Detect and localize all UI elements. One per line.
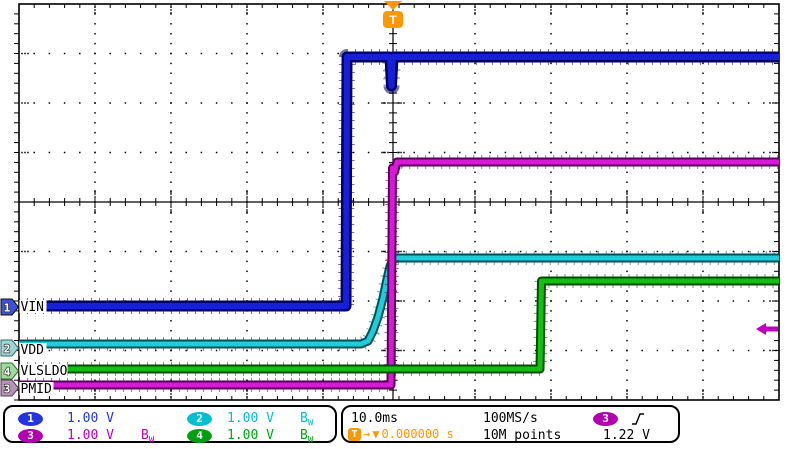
trigger-t-badge[interactable] (383, 11, 403, 28)
channel-3-scale: 1.00 V (67, 428, 114, 443)
trigger-position-marker[interactable]: T (383, 1, 403, 28)
trigger-level-readout: 1.22 V (603, 428, 650, 443)
channel-1-arrow-icon[interactable] (0, 298, 20, 316)
channel-marker-1[interactable]: 1 (0, 298, 20, 316)
trace-pmid (19, 159, 779, 388)
sample-rate-readout: 100MS/s (483, 411, 538, 426)
channel-2-badge[interactable]: 2 (187, 412, 212, 426)
rising-edge-icon (632, 413, 644, 425)
trigger-position-readout: T → ▼ 0.000000 s (348, 427, 454, 441)
channel-3-arrow-icon[interactable] (0, 379, 20, 397)
channel-4-bandwidth-icon: BW (300, 428, 314, 446)
channel-marker-3[interactable]: 3 (0, 379, 20, 397)
waveform-display: T 1 VIN 2 VDD 4 VLSLDO 3 PMID (0, 1, 780, 401)
trigger-source-badge[interactable]: 3 (593, 412, 618, 426)
channel-2-arrow-icon[interactable] (0, 339, 20, 357)
channel-3-bandwidth-icon: BW (141, 428, 155, 446)
graticule-and-traces (14, 3, 780, 401)
channel-1-trace-label: VIN (21, 300, 44, 315)
record-length-readout: 10M points (483, 428, 562, 443)
svg-text:1: 1 (4, 302, 11, 315)
svg-text:3: 3 (4, 383, 11, 396)
trace-vin (19, 54, 779, 309)
acquisition-trigger-box[interactable]: 10.0ms T → ▼ 0.000000 s 100MS/s 10M points … (341, 405, 680, 443)
channel-4-trace-label: VLSLDO (21, 364, 68, 379)
trigger-t-icon: T (348, 427, 361, 441)
status-bar: 1 1.00 V 2 1.00 V BW 3 1.00 V BW 4 1.00 … (0, 404, 794, 446)
channel-marker-2[interactable]: 2 (0, 339, 20, 357)
cursor-down-icon: ▼ (372, 427, 380, 441)
svg-text:4: 4 (4, 366, 11, 379)
trigger-position-value: 0.000000 s (381, 427, 454, 441)
channel-2-label-bg (19, 343, 47, 356)
channel-4-label-bg (19, 364, 68, 377)
channel-3-badge[interactable]: 3 (18, 429, 43, 443)
trigger-position-arrow-icon[interactable] (384, 1, 402, 10)
channel-4-scale: 1.00 V (227, 428, 274, 443)
channel-3-trace-label: PMID (21, 382, 52, 397)
svg-text:2: 2 (4, 343, 11, 356)
channel-4-badge[interactable]: 4 (187, 429, 212, 443)
channel-2-trace-label: VDD (21, 343, 45, 358)
channel-1-badge[interactable]: 1 (18, 412, 43, 426)
arrow-right-icon: → (363, 427, 371, 441)
channel-3-label-bg (19, 382, 54, 395)
channel-4-arrow-icon[interactable] (0, 362, 20, 380)
timebase-readout: 10.0ms (351, 411, 398, 426)
channel-1-scale: 1.00 V (67, 411, 114, 426)
channel-1-label-bg (19, 300, 47, 313)
channel-settings-box[interactable]: 1 1.00 V 2 1.00 V BW 3 1.00 V BW 4 1.00 … (3, 405, 337, 446)
trace-vlsldo (19, 278, 779, 372)
trigger-t-label: T (389, 13, 397, 27)
channel-2-bandwidth-icon: BW (300, 411, 314, 429)
trigger-level-arrow-icon[interactable] (756, 323, 778, 335)
channel-2-scale: 1.00 V (227, 411, 274, 426)
channel-marker-4[interactable]: 4 (0, 362, 20, 380)
